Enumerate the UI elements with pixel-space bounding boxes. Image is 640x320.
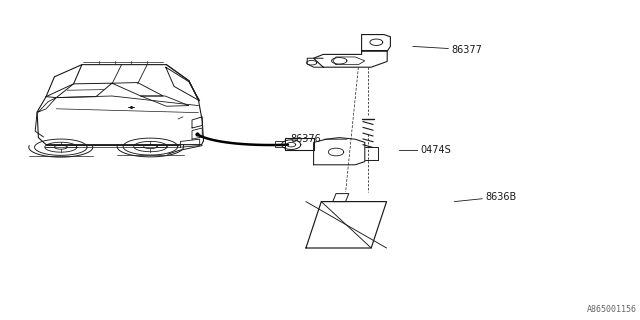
Text: 86376: 86376 [291, 134, 347, 144]
Text: 8636B: 8636B [454, 192, 516, 202]
Text: 0474S: 0474S [399, 145, 451, 156]
Text: 86377: 86377 [413, 44, 482, 55]
Text: A865001156: A865001156 [587, 305, 637, 314]
